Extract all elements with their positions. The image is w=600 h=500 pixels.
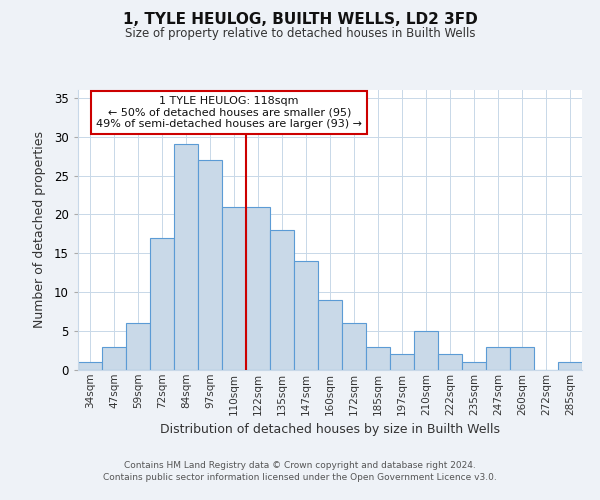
Y-axis label: Number of detached properties: Number of detached properties: [33, 132, 46, 328]
Text: Size of property relative to detached houses in Builth Wells: Size of property relative to detached ho…: [125, 28, 475, 40]
Text: Contains HM Land Registry data © Crown copyright and database right 2024.
Contai: Contains HM Land Registry data © Crown c…: [103, 461, 497, 482]
Bar: [510, 346, 534, 370]
Bar: [246, 206, 270, 370]
Text: 1, TYLE HEULOG, BUILTH WELLS, LD2 3FD: 1, TYLE HEULOG, BUILTH WELLS, LD2 3FD: [122, 12, 478, 28]
Bar: [270, 230, 294, 370]
Bar: [462, 362, 486, 370]
Bar: [102, 346, 126, 370]
Bar: [438, 354, 462, 370]
Bar: [198, 160, 222, 370]
Bar: [126, 324, 150, 370]
Bar: [414, 331, 438, 370]
Bar: [558, 362, 582, 370]
Bar: [150, 238, 174, 370]
Bar: [294, 261, 318, 370]
Bar: [342, 324, 366, 370]
Bar: [390, 354, 414, 370]
Bar: [318, 300, 342, 370]
Bar: [78, 362, 102, 370]
Bar: [174, 144, 198, 370]
Bar: [366, 346, 390, 370]
Bar: [222, 206, 246, 370]
Bar: [486, 346, 510, 370]
Text: 1 TYLE HEULOG: 118sqm
← 50% of detached houses are smaller (95)
49% of semi-deta: 1 TYLE HEULOG: 118sqm ← 50% of detached …: [96, 96, 362, 129]
X-axis label: Distribution of detached houses by size in Builth Wells: Distribution of detached houses by size …: [160, 423, 500, 436]
